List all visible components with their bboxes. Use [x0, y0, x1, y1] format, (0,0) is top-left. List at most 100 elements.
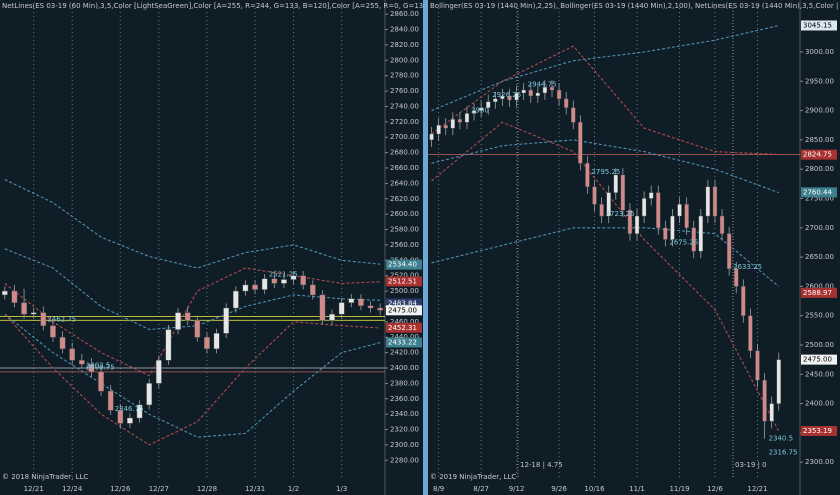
- candle-body: [535, 92, 540, 97]
- band-line: [431, 25, 779, 112]
- candle-body: [98, 371, 104, 392]
- price-annotation: 2926.25: [492, 91, 521, 99]
- left-chart: 2280.00 2300.00 2320.00 2340.00 2360.00 2380.…: [0, 0, 423, 495]
- candle-body: [377, 307, 384, 311]
- y-tick-label: 2440.00: [390, 333, 419, 341]
- candle-body: [627, 209, 633, 234]
- candle-body: [493, 98, 498, 102]
- y-tick-label: 2450.00: [805, 370, 834, 378]
- candle-body: [204, 337, 210, 349]
- candle-body: [734, 268, 739, 287]
- price-flag: [801, 187, 837, 198]
- pane-bg: [0, 0, 423, 495]
- candle-body: [457, 119, 463, 123]
- price-annotation: 2346.75: [115, 405, 144, 413]
- candle-body: [194, 320, 201, 338]
- price-flag-label: 2475.00: [388, 306, 417, 314]
- band-line: [431, 45, 779, 156]
- price-annotation: 2944.75: [528, 80, 557, 88]
- y-tick-label: 2700.00: [805, 224, 834, 232]
- price-flag-label: 2534.40: [388, 261, 417, 269]
- candle-body: [585, 163, 590, 187]
- price-flag: [386, 305, 422, 316]
- y-tick-label: 2560.00: [390, 241, 419, 249]
- x-tick-label: 11/19: [669, 485, 689, 493]
- candle-body: [338, 302, 345, 315]
- candle-body: [641, 198, 647, 217]
- candle-body: [146, 383, 153, 406]
- price-flag-label: 2512.51: [388, 277, 417, 285]
- candle-body: [136, 404, 143, 419]
- band-line: [431, 227, 780, 287]
- candle-body: [726, 233, 732, 269]
- header: NetLines(ES 03-19 (60 Min),3,5,Color [Li…: [2, 2, 423, 10]
- candle-body: [613, 174, 618, 193]
- candle-body: [117, 410, 124, 424]
- candle-body: [684, 204, 689, 228]
- y-tick-label: 2850.00: [805, 136, 834, 144]
- pane-bg: [428, 0, 840, 495]
- y-tick-label: 2640.00: [390, 179, 419, 187]
- price-flag-label: 2483.84: [388, 300, 417, 308]
- session-label: 12-18 | 4.75: [520, 461, 563, 469]
- candle-body: [670, 215, 675, 240]
- x-tick-label: 12/27: [149, 485, 169, 493]
- y-tick-label: 2500.00: [805, 341, 834, 349]
- candle-body: [769, 403, 774, 422]
- candle-body: [88, 363, 95, 373]
- candle-body: [592, 186, 597, 205]
- x-tick-label: 12/21: [24, 485, 44, 493]
- header: Bollinger(ES 03-19 (1440 Min),2,25), Bol…: [430, 2, 838, 10]
- candle-body: [348, 298, 355, 303]
- candle-body: [677, 204, 682, 217]
- price-flag: [801, 20, 837, 31]
- price-flag: [386, 298, 422, 309]
- pane-divider: [423, 0, 428, 495]
- y-tick-label: 2740.00: [390, 102, 419, 110]
- price-flag: [386, 322, 422, 333]
- x-tick-label: 9/26: [551, 485, 567, 493]
- candle-body: [634, 215, 640, 234]
- candle-body: [620, 174, 626, 211]
- candle-body: [436, 125, 441, 135]
- x-tick-label: 12/24: [62, 485, 83, 493]
- candle-body: [578, 122, 583, 164]
- copyright: © 2019 NinjaTrader, LLC: [430, 473, 516, 481]
- candle-body: [542, 86, 548, 94]
- y-tick-label: 2700.00: [390, 133, 419, 141]
- price-flag-label: 3045.15: [803, 21, 832, 29]
- y-tick-label: 2950.00: [805, 77, 834, 85]
- x-tick-label: 11/1: [629, 485, 645, 493]
- copyright: © 2018 NinjaTrader, LLC: [2, 473, 88, 481]
- candle-body: [252, 284, 258, 290]
- candle-body: [478, 107, 484, 111]
- y-tick-label: 2420.00: [390, 349, 419, 357]
- x-tick-label: 10/16: [584, 485, 605, 493]
- y-tick-label: 2750.00: [805, 194, 834, 202]
- candle-body: [367, 305, 374, 309]
- y-tick-label: 2340.00: [390, 410, 419, 418]
- y-tick-label: 2460.00: [390, 318, 419, 326]
- y-tick-label: 3000.00: [805, 48, 834, 56]
- candle-body: [712, 186, 718, 217]
- candle-body: [242, 284, 249, 292]
- y-tick-label: 2320.00: [390, 426, 419, 434]
- y-tick-label: 2300.00: [390, 441, 419, 449]
- candle-body: [30, 312, 37, 315]
- candle-body: [271, 278, 278, 284]
- candle-body: [261, 278, 268, 290]
- candle-body: [155, 360, 162, 384]
- candle-body: [281, 279, 287, 284]
- candle-body: [429, 133, 434, 141]
- candle-body: [564, 98, 569, 108]
- y-tick-label: 2800.00: [390, 56, 419, 64]
- candle-body: [450, 119, 455, 129]
- y-tick-label: 2680.00: [390, 149, 419, 157]
- y-tick-label: 2620.00: [390, 195, 419, 203]
- price-flag-label: 2588.97: [803, 289, 832, 297]
- price-flag: [801, 354, 837, 365]
- x-tick-label: 12/31: [245, 485, 265, 493]
- candle-body: [521, 89, 526, 94]
- candle-body: [549, 86, 555, 91]
